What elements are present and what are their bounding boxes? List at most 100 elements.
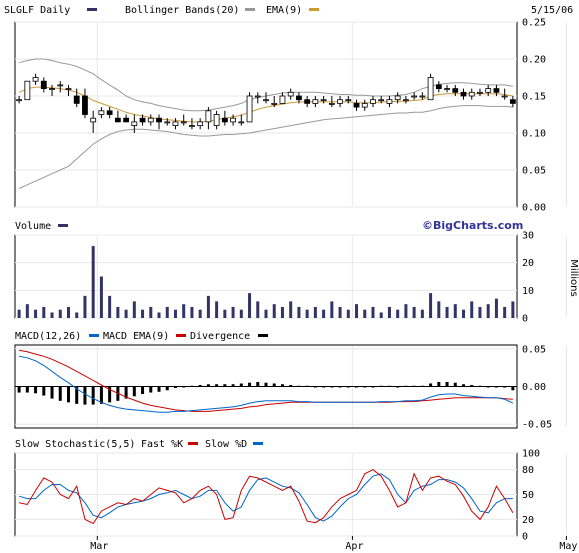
divergence-bar [355, 386, 359, 388]
candle-body [287, 91, 294, 97]
volume-bar [141, 309, 145, 318]
macd-legend-label-1: MACD EMA(9) [103, 331, 169, 342]
stoch-legend-swatch-2 [253, 442, 263, 445]
volume-bar [346, 309, 350, 318]
bigcharts-watermark: ©BigCharts.com [422, 219, 523, 232]
volume-bar [132, 301, 136, 318]
price-legend-label-0: SLGLF Daily [4, 5, 70, 16]
volume-bar [412, 306, 416, 318]
volume-bar [58, 309, 62, 318]
volume-bar [108, 295, 112, 318]
candle-body [197, 121, 204, 127]
divergence-bar [429, 383, 433, 387]
macd-legend-label-0: MACD(12,26) [15, 331, 81, 342]
volume-y-tick-label: 10 [522, 286, 534, 297]
divergence-bar [412, 385, 416, 387]
candle-body [452, 88, 459, 93]
volume-bar [50, 312, 54, 318]
volume-bar [355, 304, 359, 318]
candle-body [370, 99, 376, 104]
volume-bar [206, 295, 210, 318]
divergence-bar [363, 386, 367, 388]
volume-bar [486, 304, 490, 318]
volume-bar [289, 301, 293, 318]
candle-body [230, 117, 236, 123]
candle-body [139, 117, 146, 123]
volume-bar [396, 309, 400, 318]
candle-body [49, 88, 55, 90]
volume-legend: Volume [15, 221, 68, 232]
volume-legend-swatch [58, 224, 68, 227]
candle-body [263, 99, 269, 102]
volume-bar [470, 301, 474, 318]
divergence-bar [25, 386, 29, 393]
volume-bar [34, 309, 38, 318]
slow-d-line [18, 473, 513, 522]
candle-body [320, 99, 327, 102]
volume-y-tick-label: 0 [522, 314, 528, 325]
volume-panel: 30 20 10 0 [15, 231, 567, 325]
candle-body [172, 121, 179, 127]
divergence-bar [387, 385, 391, 387]
macd-ema-line [19, 349, 513, 412]
candle-body [353, 103, 360, 108]
volume-panel-frame [14, 234, 518, 319]
divergence-bar [453, 382, 457, 387]
candle-body [32, 77, 39, 82]
divergence-bar [223, 384, 227, 387]
divergence-bar [346, 386, 350, 388]
macd-legend-label-2: Divergence [190, 331, 250, 342]
divergence-bar [478, 385, 482, 387]
candle-body [403, 99, 409, 102]
volume-bar [478, 306, 482, 318]
price-legend-swatch-0 [87, 8, 97, 11]
volume-bar [280, 306, 284, 318]
divergence-bar [66, 386, 70, 403]
divergence-bar [58, 386, 62, 401]
volume-unit-label: Millions [568, 259, 579, 296]
stoch-legend-label-0: Slow Stochastic(5,5) [15, 439, 135, 450]
divergence-bar [313, 386, 317, 388]
stoch-legend-swatch-1 [188, 442, 198, 445]
divergence-bar [173, 386, 177, 389]
price-panel: 0.25 0.20 0.15 0.10 0.05 0.00 [15, 18, 567, 214]
macd-y-tick-label: 0.05 [522, 344, 546, 355]
candle-body [509, 99, 516, 104]
candle-body [90, 117, 97, 123]
fast-k-line [18, 469, 514, 525]
divergence-bar [256, 381, 260, 387]
volume-bar [305, 309, 309, 318]
price-legend: SLGLF Daily Bollinger Bands(20) EMA(9) [4, 5, 319, 16]
volume-bar [511, 301, 515, 318]
volume-bar [157, 312, 161, 318]
divergence-bar [420, 385, 424, 387]
volume-bar [322, 309, 326, 318]
divergence-bar [124, 386, 128, 399]
volume-bar [272, 304, 276, 318]
divergence-bar [305, 385, 309, 387]
date-label: 5/15/06 [531, 5, 573, 16]
volume-bar [124, 309, 128, 318]
candle-body [361, 103, 368, 108]
price-y-tick-label: 0.15 [522, 92, 546, 103]
stoch-y-tick-label: 20 [522, 515, 534, 526]
volume-bar [99, 276, 103, 318]
divergence-bar [494, 386, 498, 388]
divergence-bar [239, 383, 243, 387]
divergence-bar [330, 386, 334, 388]
candle-body [427, 77, 434, 101]
candle-body [394, 95, 401, 101]
divergence-bar [404, 385, 408, 387]
volume-bar [338, 306, 342, 318]
divergence-bar [198, 384, 202, 387]
stochastic-panel: 100 80 50 20 0 [15, 449, 567, 543]
divergence-bar [149, 386, 153, 393]
volume-bar [182, 304, 186, 318]
divergence-bar [83, 386, 87, 405]
stoch-y-tick-label: 0 [522, 532, 528, 543]
divergence-bar [190, 385, 194, 387]
divergence-bar [445, 381, 449, 387]
candle-body [57, 84, 64, 87]
macd-legend-swatch-1 [176, 334, 186, 337]
candle-body [296, 95, 302, 101]
